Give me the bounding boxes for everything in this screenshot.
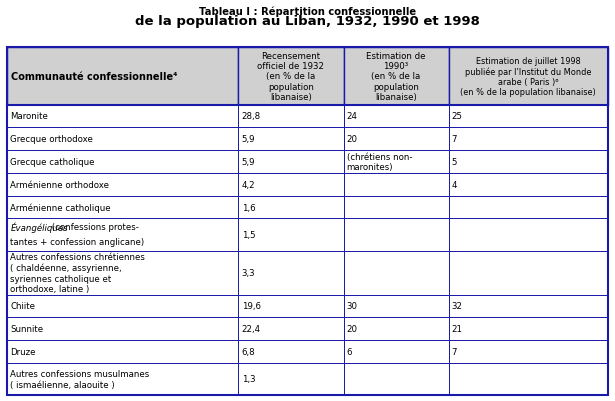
Text: 5: 5 (451, 158, 457, 166)
Bar (344, 340, 448, 363)
Bar (239, 128, 344, 151)
Text: 1,6: 1,6 (242, 203, 255, 212)
Text: Grecque catholique: Grecque catholique (10, 158, 95, 166)
Text: 6,8: 6,8 (242, 347, 255, 356)
Bar (7, 151, 239, 174)
Text: 30: 30 (347, 302, 357, 311)
Text: Maronite: Maronite (10, 112, 49, 121)
Bar (448, 363, 608, 395)
Text: 7: 7 (451, 347, 457, 356)
Bar (7, 340, 239, 363)
Bar (344, 363, 448, 395)
Bar (344, 105, 448, 128)
Text: Autres confessions chrétiennes
( chaldéenne, assyrienne,
syriennes catholique et: Autres confessions chrétiennes ( chaldée… (10, 253, 145, 293)
Bar (344, 219, 448, 251)
Bar (7, 48, 608, 395)
Text: Estimation de juillet 1998
publiée par l’Institut du Monde
arabe ( Paris )⁶
(en : Estimation de juillet 1998 publiée par l… (460, 57, 596, 97)
Text: 1,3: 1,3 (242, 375, 255, 383)
Text: Tableau I : Répartition confessionnelle: Tableau I : Répartition confessionnelle (199, 6, 416, 16)
Bar (7, 174, 239, 196)
Bar (7, 128, 239, 151)
Bar (7, 48, 239, 105)
Text: de la population au Liban, 1932, 1990 et 1998: de la population au Liban, 1932, 1990 et… (135, 15, 480, 28)
Text: (chrétiens non-
maronites): (chrétiens non- maronites) (347, 152, 412, 172)
Bar (239, 174, 344, 196)
Text: Recensement
officiel de 1932
(en % de la
population
libanaise): Recensement officiel de 1932 (en % de la… (258, 51, 325, 102)
Bar (448, 105, 608, 128)
Bar (239, 48, 344, 105)
Text: 28,8: 28,8 (242, 112, 261, 121)
Text: 20: 20 (347, 135, 357, 144)
Bar (344, 295, 448, 318)
Bar (448, 196, 608, 219)
Text: 19,6: 19,6 (242, 302, 261, 311)
Text: 6: 6 (347, 347, 352, 356)
Text: 20: 20 (347, 324, 357, 333)
Text: (confessions protes-: (confessions protes- (49, 222, 138, 231)
Text: Évangéliques: Évangéliques (10, 222, 68, 233)
Bar (7, 363, 239, 395)
Bar (344, 318, 448, 340)
Bar (448, 318, 608, 340)
Text: 25: 25 (451, 112, 462, 121)
Text: 21: 21 (451, 324, 462, 333)
Text: 5,9: 5,9 (242, 135, 255, 144)
Bar (448, 295, 608, 318)
Text: 7: 7 (451, 135, 457, 144)
Bar (7, 251, 239, 295)
Bar (344, 48, 448, 105)
Bar (239, 105, 344, 128)
Bar (344, 251, 448, 295)
Bar (448, 251, 608, 295)
Bar (239, 219, 344, 251)
Text: Grecque orthodoxe: Grecque orthodoxe (10, 135, 93, 144)
Text: 1,5: 1,5 (242, 231, 255, 239)
Text: 5,9: 5,9 (242, 158, 255, 166)
Text: 32: 32 (451, 302, 462, 311)
Bar (7, 196, 239, 219)
Bar (7, 295, 239, 318)
Bar (344, 151, 448, 174)
Bar (448, 340, 608, 363)
Bar (448, 128, 608, 151)
Text: 4,2: 4,2 (242, 180, 255, 189)
Bar (448, 48, 608, 105)
Text: Druze: Druze (10, 347, 36, 356)
Bar (239, 295, 344, 318)
Bar (239, 340, 344, 363)
Bar (239, 251, 344, 295)
Text: 24: 24 (347, 112, 357, 121)
Bar (7, 105, 239, 128)
Bar (239, 363, 344, 395)
Bar (344, 128, 448, 151)
Text: Communauté confessionnelle⁴: Communauté confessionnelle⁴ (11, 72, 178, 82)
Text: Chiite: Chiite (10, 302, 36, 311)
Text: Arménienne catholique: Arménienne catholique (10, 203, 111, 212)
Text: Autres confessions musulmanes
( ismaélienne, alaouite ): Autres confessions musulmanes ( ismaélie… (10, 369, 149, 389)
Text: Estimation de
1990³
(en % de la
population
libanaise): Estimation de 1990³ (en % de la populati… (367, 51, 426, 102)
Bar (344, 174, 448, 196)
Text: 4: 4 (451, 180, 457, 189)
Text: Arménienne orthodoxe: Arménienne orthodoxe (10, 180, 109, 189)
Bar (448, 174, 608, 196)
Bar (7, 318, 239, 340)
Bar (239, 318, 344, 340)
Bar (448, 219, 608, 251)
Bar (7, 219, 239, 251)
Bar (448, 151, 608, 174)
Text: 3,3: 3,3 (242, 268, 255, 277)
Text: Sunnite: Sunnite (10, 324, 44, 333)
Text: tantes + confession anglicane): tantes + confession anglicane) (10, 237, 145, 246)
Bar (344, 196, 448, 219)
Bar (239, 151, 344, 174)
Text: 22,4: 22,4 (242, 324, 261, 333)
Bar (239, 196, 344, 219)
